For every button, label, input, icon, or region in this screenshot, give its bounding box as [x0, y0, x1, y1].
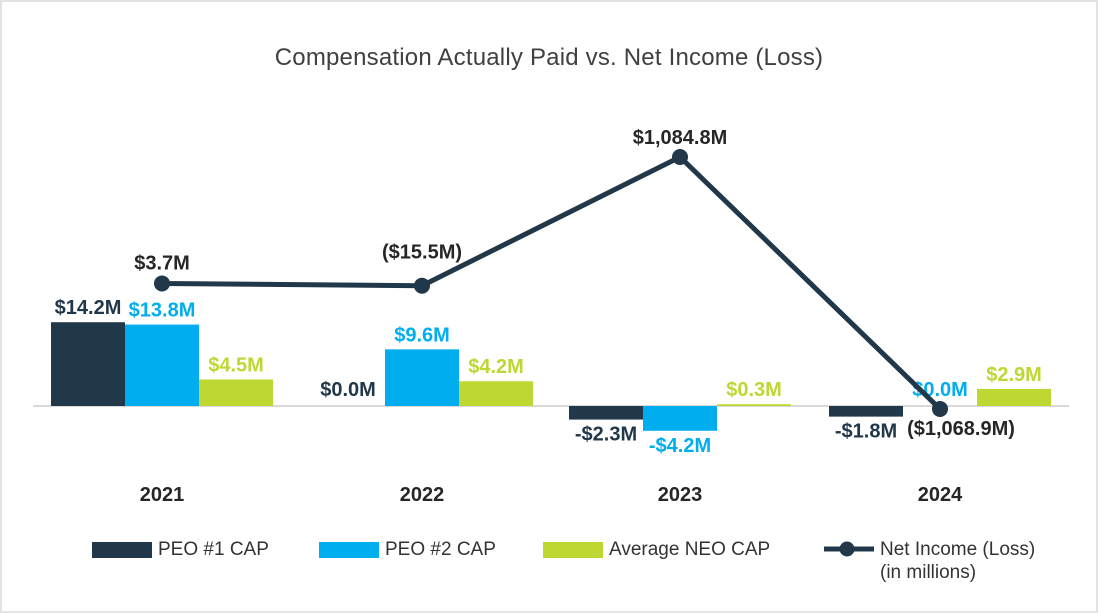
- line-label-2021: $3.7M: [134, 252, 190, 274]
- peo2-cap-swatch-icon: [319, 542, 379, 558]
- bar-label-peo1-cap-2021: $14.2M: [55, 297, 122, 319]
- category-label-2024: 2024: [918, 484, 963, 506]
- bar-label-peo2-cap-2022: $9.6M: [394, 324, 450, 346]
- legend-label-peo2-cap: PEO #2 CAP: [385, 539, 496, 560]
- bar-label-avg-neo-cap-2021: $4.5M: [208, 354, 264, 376]
- bar-avg-neo-cap-2023: [717, 404, 791, 406]
- legend-label-peo1-cap: PEO #1 CAP: [158, 539, 269, 560]
- bar-label-peo2-cap-2023: -$4.2M: [649, 435, 711, 457]
- legend-label-net-income-line2: (in millions): [880, 562, 977, 583]
- legend-label-net-income-line1: Net Income (Loss): [880, 539, 1036, 560]
- legend-label-avg-neo-cap: Average NEO CAP: [609, 539, 771, 560]
- line-point-2021: [154, 275, 170, 292]
- bar-label-peo1-cap-2023: -$2.3M: [575, 424, 637, 446]
- line-label-2024: ($1,068.9M): [907, 418, 1015, 440]
- category-label-2022: 2022: [400, 484, 445, 506]
- line-point-2023: [672, 148, 688, 165]
- bar-peo1-cap-2021: [51, 322, 125, 406]
- legend-item-avg-neo-cap: Average NEO CAP: [543, 539, 770, 561]
- peo1-cap-swatch-icon: [92, 542, 152, 558]
- category-label-2023: 2023: [658, 484, 703, 506]
- bar-label-peo2-cap-2021: $13.8M: [129, 300, 196, 322]
- bar-label-avg-neo-cap-2022: $4.2M: [468, 356, 524, 378]
- bar-label-avg-neo-cap-2023: $0.3M: [726, 379, 782, 401]
- bar-avg-neo-cap-2022: [459, 381, 533, 406]
- chart-title: Compensation Actually Paid vs. Net Incom…: [274, 44, 824, 71]
- bar-avg-neo-cap-2024: [977, 388, 1051, 406]
- bar-peo2-cap-2023: [643, 406, 717, 431]
- legend-item-peo2-cap: PEO #2 CAP: [319, 539, 496, 561]
- bar-avg-neo-cap-2021: [199, 379, 273, 406]
- category-label-2021: 2021: [140, 484, 185, 506]
- avg-neo-cap-swatch-icon: [543, 542, 603, 558]
- bar-label-peo1-cap-2022: $0.0M: [320, 379, 376, 401]
- bar-peo1-cap-2024: [829, 406, 903, 417]
- bar-label-peo1-cap-2024: -$1.8M: [835, 421, 897, 443]
- bar-peo2-cap-2021: [125, 324, 199, 406]
- legend-label-net-income-loss: Net Income (Loss) (in millions): [880, 538, 1035, 584]
- line-point-2022: [414, 277, 430, 294]
- line-label-2023: $1,084.8M: [633, 127, 728, 149]
- net-income-line: [161, 153, 942, 411]
- bar-peo2-cap-2022: [385, 349, 459, 406]
- bar-label-avg-neo-cap-2024: $2.9M: [986, 364, 1042, 386]
- bar-peo1-cap-2023: [569, 406, 643, 420]
- line-point-2024: [932, 400, 948, 417]
- line-label-2022: ($15.5M): [382, 242, 462, 264]
- legend-item-peo1-cap: PEO #1 CAP: [92, 539, 269, 561]
- net-income-line-marker-icon: [824, 541, 874, 563]
- legend-item-net-income-loss: Net Income (Loss) (in millions): [824, 538, 1035, 584]
